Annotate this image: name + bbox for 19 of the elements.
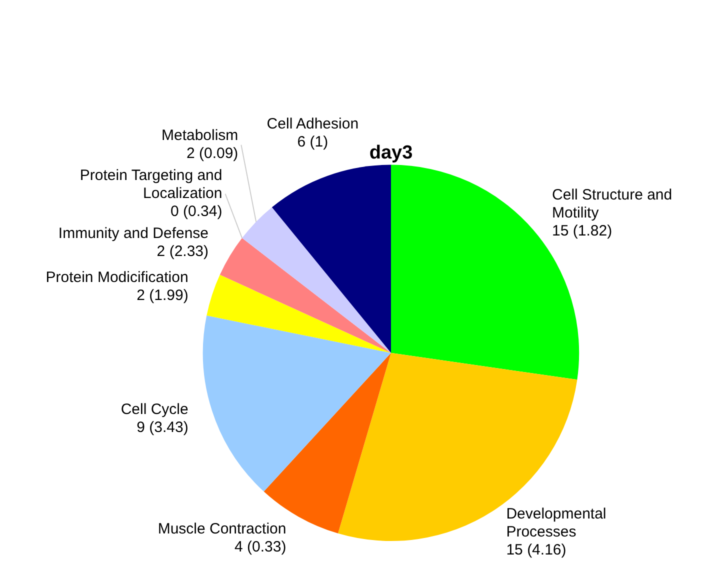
category-label: Protein Targeting and Localization <box>80 166 222 202</box>
slice-label: Cell Adhesion <box>266 115 359 132</box>
slice-label: Developmental Processes <box>506 505 606 540</box>
data-label: 15 (4.16) <box>506 541 566 558</box>
data-label: 4 (0.33) <box>234 538 286 556</box>
slice-label: Cell Cycle <box>120 400 188 418</box>
data-label: 2 (2.33) <box>156 242 209 260</box>
data-label: 2 (1.99) <box>136 287 188 304</box>
slice-label: Immunity and Defense <box>58 224 209 242</box>
slice-label: Cell Structure and Motility <box>552 186 672 222</box>
data-label: 15 (1.82) <box>552 222 612 240</box>
slice-label: Protein Modicification <box>46 269 188 286</box>
data-label: 6 (1) <box>297 133 328 150</box>
data-label: 9 (3.43) <box>136 418 188 436</box>
slice-label: Muscle Contraction <box>158 520 286 538</box>
slice-label: Metabolism <box>161 126 238 144</box>
text: day3 <box>369 142 413 164</box>
text: 0 (0.34) <box>170 202 222 220</box>
data-label: 2 (0.09) <box>186 144 238 162</box>
